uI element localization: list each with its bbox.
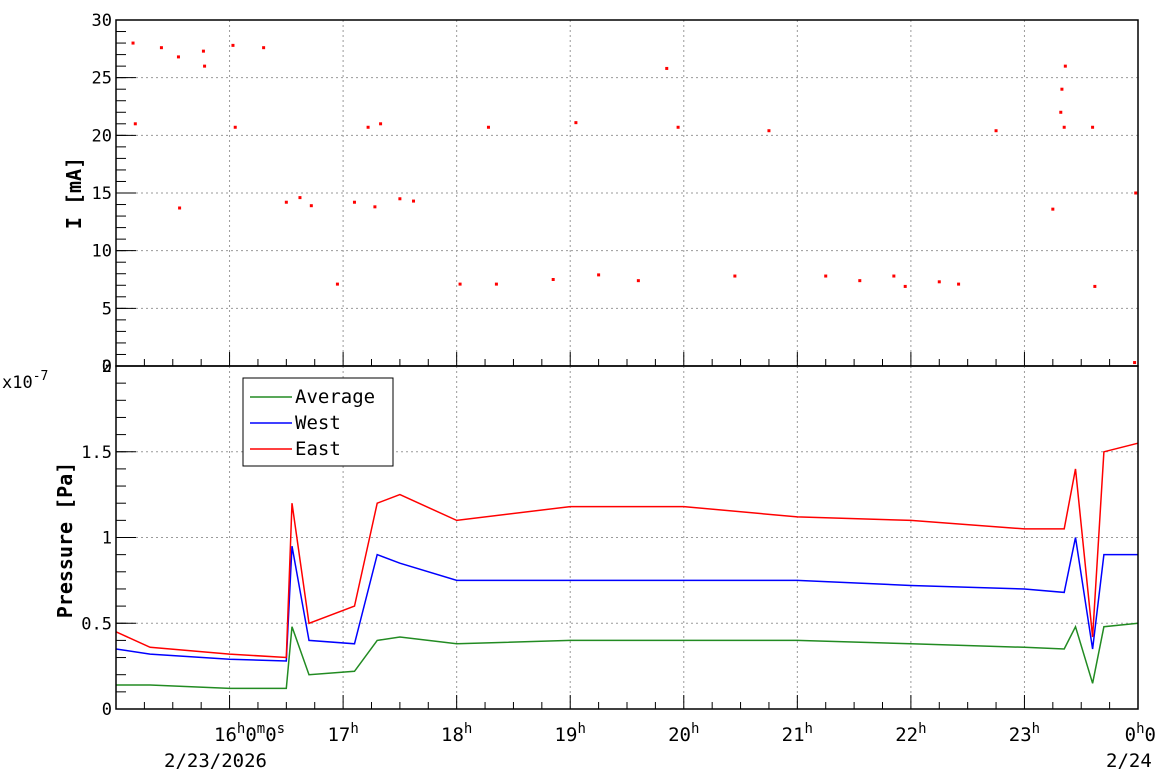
current-ytick-label-4: 20 [92,126,112,146]
pressure-series-west [115,537,1138,662]
current-point-1 [133,122,137,126]
current-point-43 [1091,125,1095,129]
pressure-series-average [116,622,1139,690]
current-point-14 [352,200,356,204]
current-point-19 [412,199,416,203]
current-point-21 [486,125,490,129]
x-tick-label-8: 0h0 [1125,721,1156,746]
current-point-7 [231,43,235,47]
current-point-28 [665,66,669,70]
current-point-41 [1060,87,1064,91]
current-point-27 [676,125,680,129]
current-point-13 [335,282,339,286]
date-label-left: 2/23/2026 [164,750,267,772]
x-tick-label-6: 22h [895,721,926,746]
current-point-6 [203,64,207,68]
current-point-38 [1051,207,1055,211]
current-point-20 [458,282,462,286]
pressure-ytick-label-1: 0.5 [81,614,112,634]
pressure-scale-factor: x10-7 [2,369,48,393]
current-point-8 [233,125,237,129]
current-point-4 [178,206,182,210]
current-point-42 [1063,64,1067,68]
current-point-15 [366,125,370,129]
current-point-25 [597,273,601,277]
x-tick-label-0: 16h0m0s [214,721,285,746]
pressure-series-east [115,442,1139,659]
date-label-right: 2/24 [1106,750,1152,772]
current-point-45 [1134,191,1138,195]
current-point-33 [892,274,896,278]
current-point-18 [398,197,402,201]
current-ytick-label-1: 5 [102,299,112,319]
current-point-26 [636,279,640,283]
current-panel: 0 5 10 15 20 25 30 I [mA] [62,11,1139,377]
current-point-36 [957,282,961,286]
legend: Average West East [242,377,394,467]
x-tick-label-7: 23h [1009,721,1040,746]
current-point-16 [379,122,383,126]
current-point-39 [1062,125,1066,129]
current-point-3 [176,55,180,59]
pressure-y-axis-title: Pressure [Pa] [53,462,77,619]
current-ytick-label-5: 25 [92,69,112,89]
current-point-10 [284,200,288,204]
current-ytick-label-2: 10 [92,242,112,262]
x-tick-label-5: 21h [782,721,813,746]
current-point-29 [733,274,737,278]
current-point-30 [767,129,771,133]
current-point-34 [903,284,907,288]
current-ytick-label-3: 15 [92,184,112,204]
current-ytick-label-6: 30 [92,11,112,31]
current-ytick-label-0: 0 [102,357,112,377]
current-point-37 [994,129,998,133]
x-tick-label-4: 20h [668,721,699,746]
x-tick-label-2: 18h [441,721,472,746]
legend-label-west: West [295,412,341,434]
current-point-35 [937,280,941,284]
x-tick-label-1: 17h [327,721,358,746]
x-tick-label-3: 19h [555,721,586,746]
current-point-40 [1059,110,1063,114]
current-point-12 [309,204,313,208]
current-point-44 [1093,284,1097,288]
current-point-17 [373,205,377,209]
legend-label-average: Average [295,386,375,408]
current-point-5 [201,49,205,53]
current-point-22 [494,282,498,286]
current-point-32 [858,279,862,283]
current-point-46 [1133,361,1137,365]
pressure-ytick-label-4: 2 [102,357,112,377]
legend-label-east: East [295,438,341,460]
current-point-0 [131,41,135,45]
pressure-panel: 0 0.5 1 1.5 2 Pressure [Pa] x10-7 Average We… [2,357,1139,720]
current-point-9 [262,46,266,50]
pressure-ytick-label-0: 0 [102,700,112,720]
current-point-2 [159,46,163,50]
pressure-ytick-label-3: 1.5 [81,443,112,463]
current-point-23 [551,278,555,281]
current-point-11 [298,196,302,200]
x-axis-labels: 16h0m0s 17h 18h 19h 20h 21h 22h 23h 0h0 [214,721,1156,746]
current-y-axis-title: I [mA] [62,157,86,229]
current-point-24 [574,121,578,125]
pressure-ytick-label-2: 1 [102,529,112,549]
current-point-31 [824,274,828,278]
legend-box [242,377,394,467]
